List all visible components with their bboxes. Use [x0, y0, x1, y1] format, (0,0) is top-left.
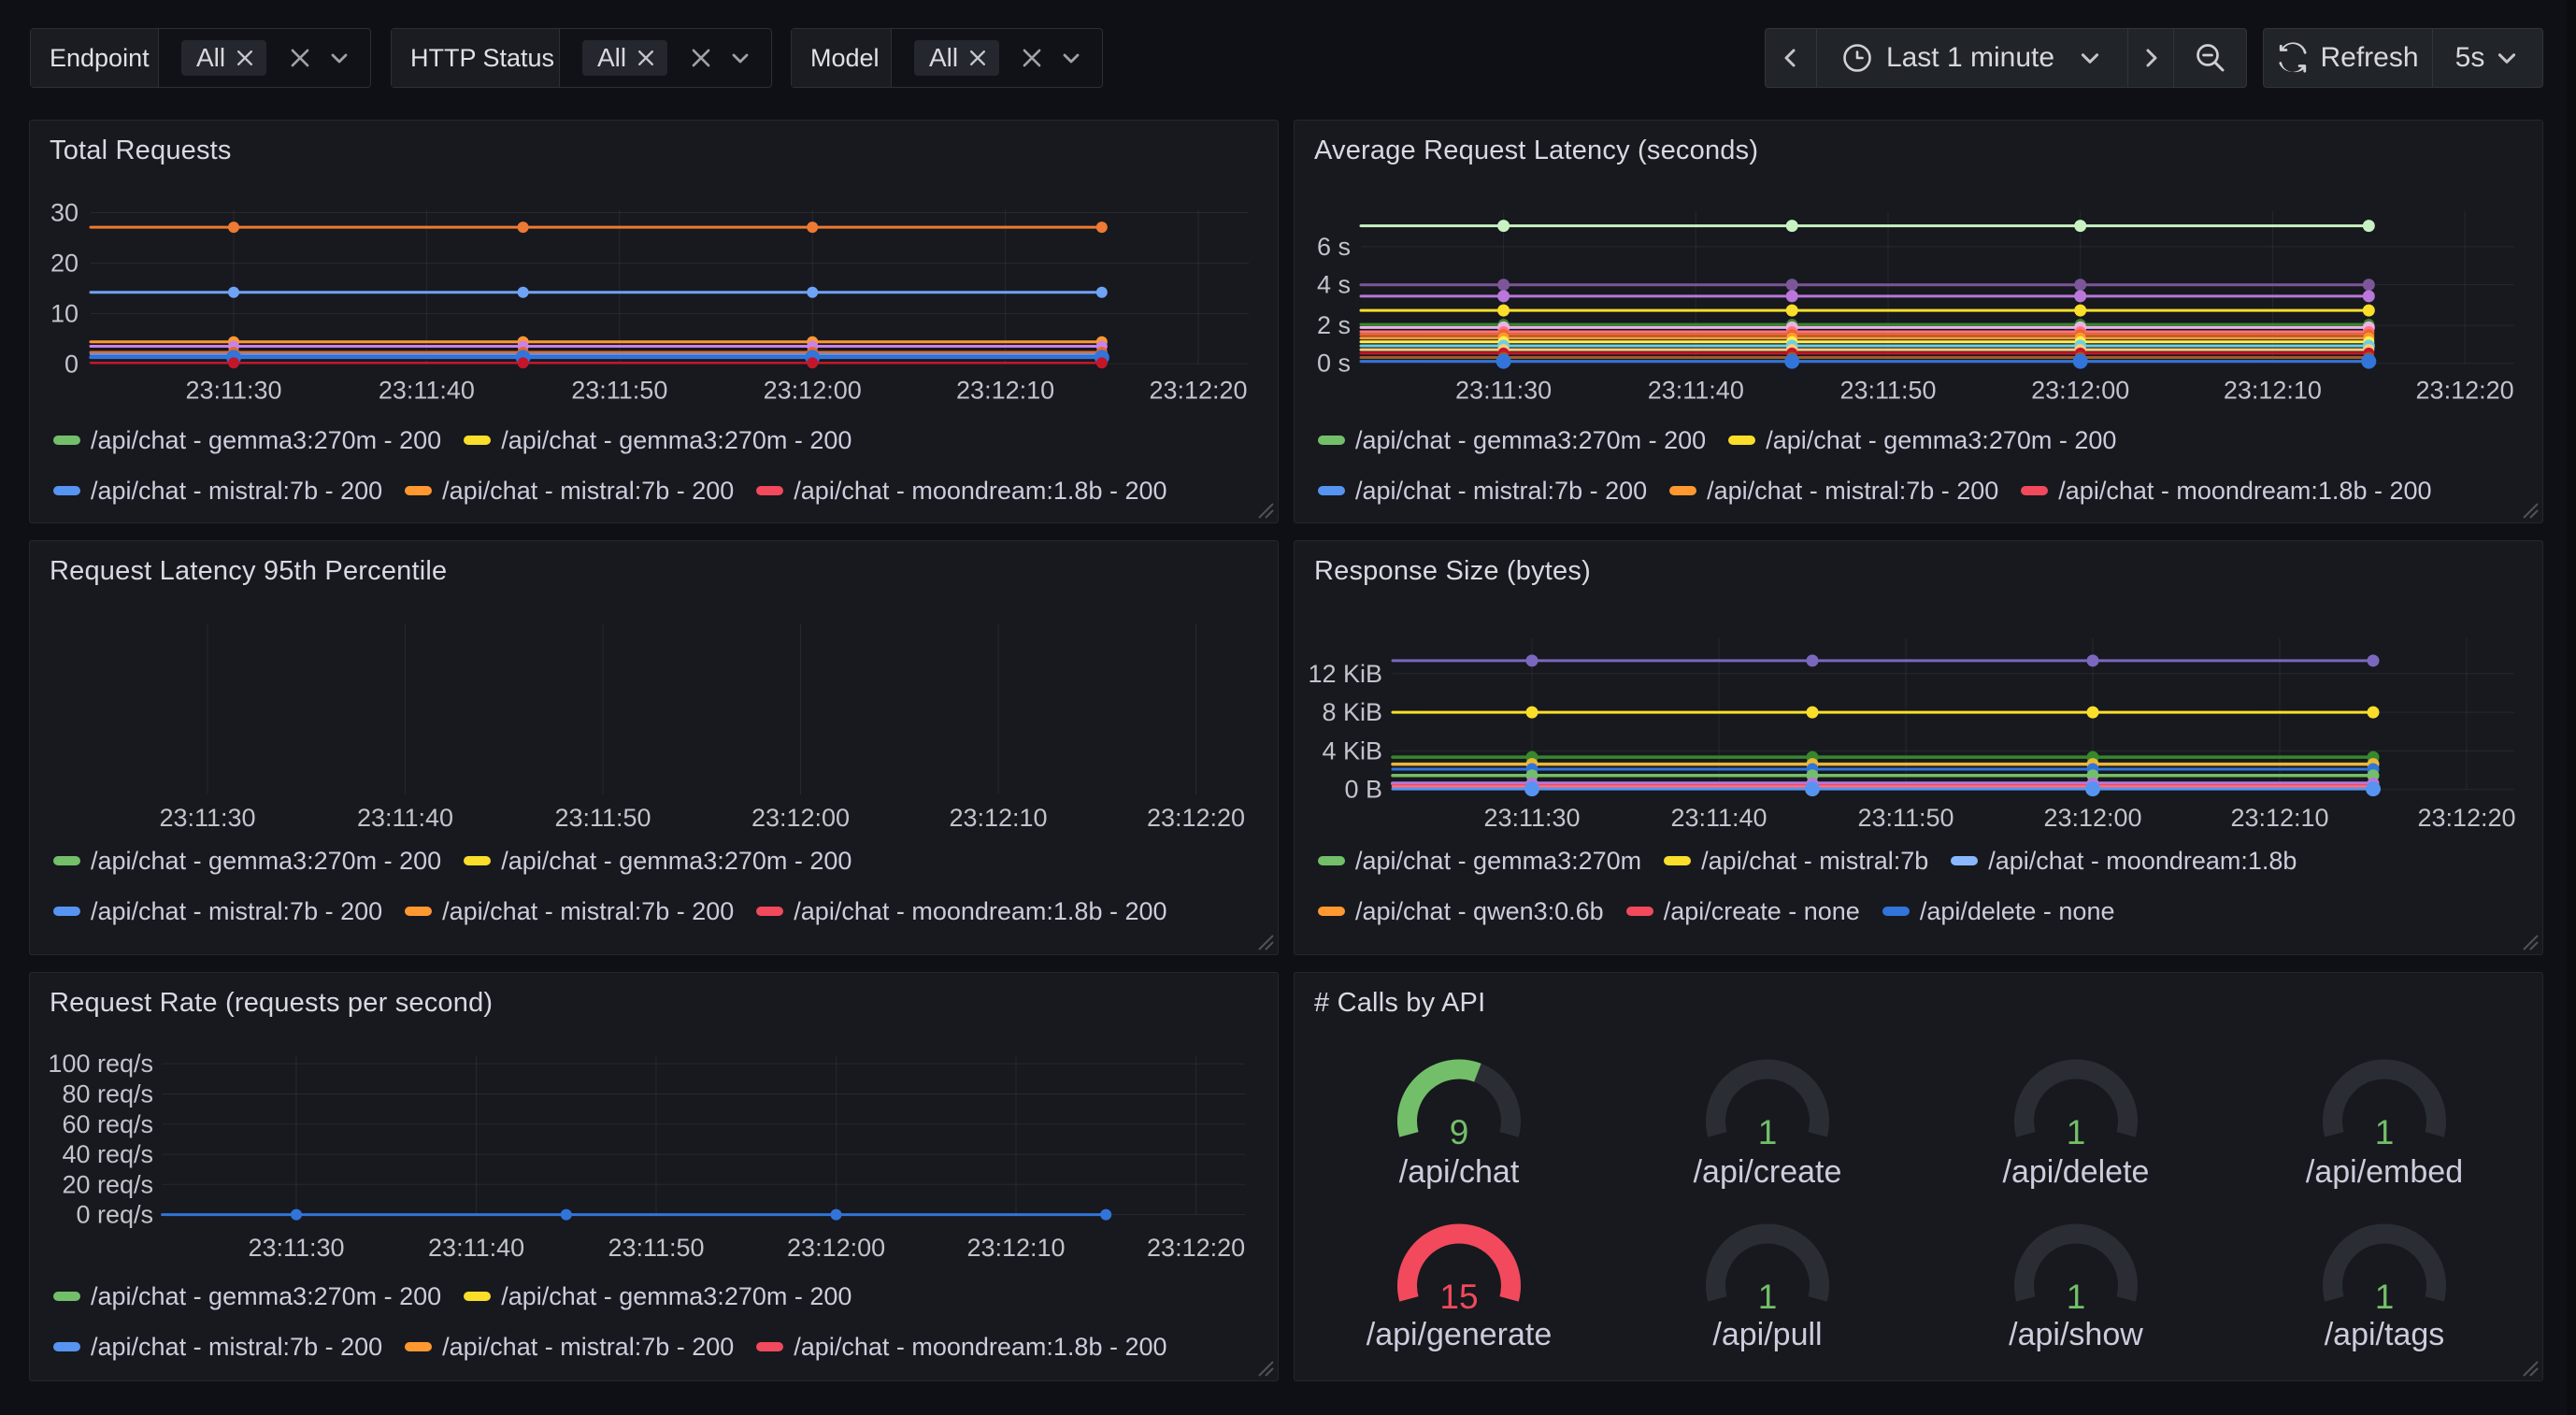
svg-text:/api/pull: /api/pull [1712, 1317, 1822, 1352]
svg-text:1: 1 [2067, 1113, 2086, 1151]
svg-text:23:11:40: 23:11:40 [357, 804, 453, 832]
svg-text:23:11:50: 23:11:50 [1857, 804, 1953, 832]
svg-text:0: 0 [64, 350, 79, 378]
svg-text:23:11:40: 23:11:40 [379, 377, 475, 405]
svg-text:/api/embed: /api/embed [2306, 1154, 2463, 1190]
svg-text:23:12:10: 23:12:10 [956, 377, 1054, 405]
svg-text:23:12:10: 23:12:10 [2224, 377, 2322, 405]
svg-text:6 s: 6 s [1317, 233, 1351, 261]
svg-text:/api/show: /api/show [2009, 1317, 2143, 1352]
svg-text:1: 1 [2067, 1278, 2086, 1316]
svg-text:100 req/s: 100 req/s [48, 1050, 153, 1078]
svg-text:/api/chat: /api/chat [1399, 1154, 1520, 1190]
svg-text:23:11:40: 23:11:40 [428, 1234, 524, 1262]
svg-text:/api/generate: /api/generate [1367, 1317, 1553, 1352]
svg-text:23:12:20: 23:12:20 [2417, 804, 2515, 832]
svg-text:23:12:10: 23:12:10 [949, 804, 1047, 832]
svg-text:60 req/s: 60 req/s [62, 1110, 153, 1138]
svg-text:1: 1 [2375, 1113, 2395, 1151]
svg-text:23:11:30: 23:11:30 [159, 804, 255, 832]
svg-text:1: 1 [1758, 1113, 1778, 1151]
svg-text:23:11:30: 23:11:30 [1483, 804, 1580, 832]
svg-text:0 req/s: 0 req/s [76, 1201, 153, 1229]
svg-text:20 req/s: 20 req/s [62, 1170, 153, 1198]
svg-text:/api/delete: /api/delete [2003, 1154, 2150, 1190]
svg-text:40 req/s: 40 req/s [62, 1140, 153, 1168]
svg-text:23:12:00: 23:12:00 [764, 377, 862, 405]
svg-text:23:12:10: 23:12:10 [966, 1234, 1065, 1262]
svg-text:/api/create: /api/create [1694, 1154, 1842, 1190]
svg-text:0 B: 0 B [1344, 776, 1382, 804]
svg-text:12 KiB: 12 KiB [1308, 660, 1382, 688]
svg-text:1: 1 [2375, 1278, 2395, 1316]
svg-text:0 s: 0 s [1317, 350, 1351, 378]
svg-text:/api/tags: /api/tags [2325, 1317, 2445, 1352]
svg-text:23:12:00: 23:12:00 [2043, 804, 2141, 832]
svg-text:23:11:40: 23:11:40 [1670, 804, 1767, 832]
svg-text:20: 20 [50, 250, 79, 278]
svg-text:23:12:00: 23:12:00 [751, 804, 850, 832]
svg-text:23:11:50: 23:11:50 [1839, 377, 1936, 405]
svg-text:23:11:30: 23:11:30 [185, 377, 281, 405]
svg-text:2 s: 2 s [1317, 311, 1351, 339]
svg-text:9: 9 [1450, 1113, 1469, 1151]
svg-text:10: 10 [50, 300, 79, 328]
svg-text:4 s: 4 s [1317, 271, 1351, 299]
svg-text:15: 15 [1439, 1278, 1478, 1316]
svg-text:80 req/s: 80 req/s [62, 1080, 153, 1108]
svg-text:4 KiB: 4 KiB [1322, 736, 1382, 765]
svg-text:23:12:10: 23:12:10 [2230, 804, 2328, 832]
svg-text:23:11:30: 23:11:30 [1455, 377, 1552, 405]
svg-text:23:12:00: 23:12:00 [787, 1234, 885, 1262]
svg-text:30: 30 [50, 199, 79, 227]
svg-text:23:11:30: 23:11:30 [248, 1234, 344, 1262]
svg-text:23:11:50: 23:11:50 [608, 1234, 704, 1262]
svg-text:23:12:20: 23:12:20 [1149, 377, 1247, 405]
svg-text:23:12:20: 23:12:20 [1147, 804, 1245, 832]
svg-text:23:12:00: 23:12:00 [2031, 377, 2129, 405]
svg-text:23:12:20: 23:12:20 [1147, 1234, 1245, 1262]
svg-text:1: 1 [1758, 1278, 1778, 1316]
svg-text:23:11:50: 23:11:50 [554, 804, 651, 832]
svg-text:23:11:50: 23:11:50 [571, 377, 667, 405]
svg-text:23:12:20: 23:12:20 [2416, 377, 2514, 405]
svg-text:23:11:40: 23:11:40 [1648, 377, 1744, 405]
svg-text:8 KiB: 8 KiB [1322, 698, 1382, 726]
